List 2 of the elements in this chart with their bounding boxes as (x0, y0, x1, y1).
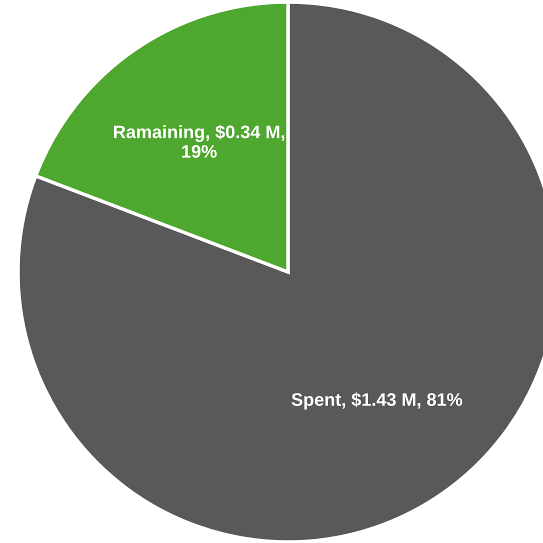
slice-label: Spent, $1.43 M, 81% (292, 392, 462, 410)
slice-label: Ramaining, $0.34 M, 19% (114, 124, 284, 158)
